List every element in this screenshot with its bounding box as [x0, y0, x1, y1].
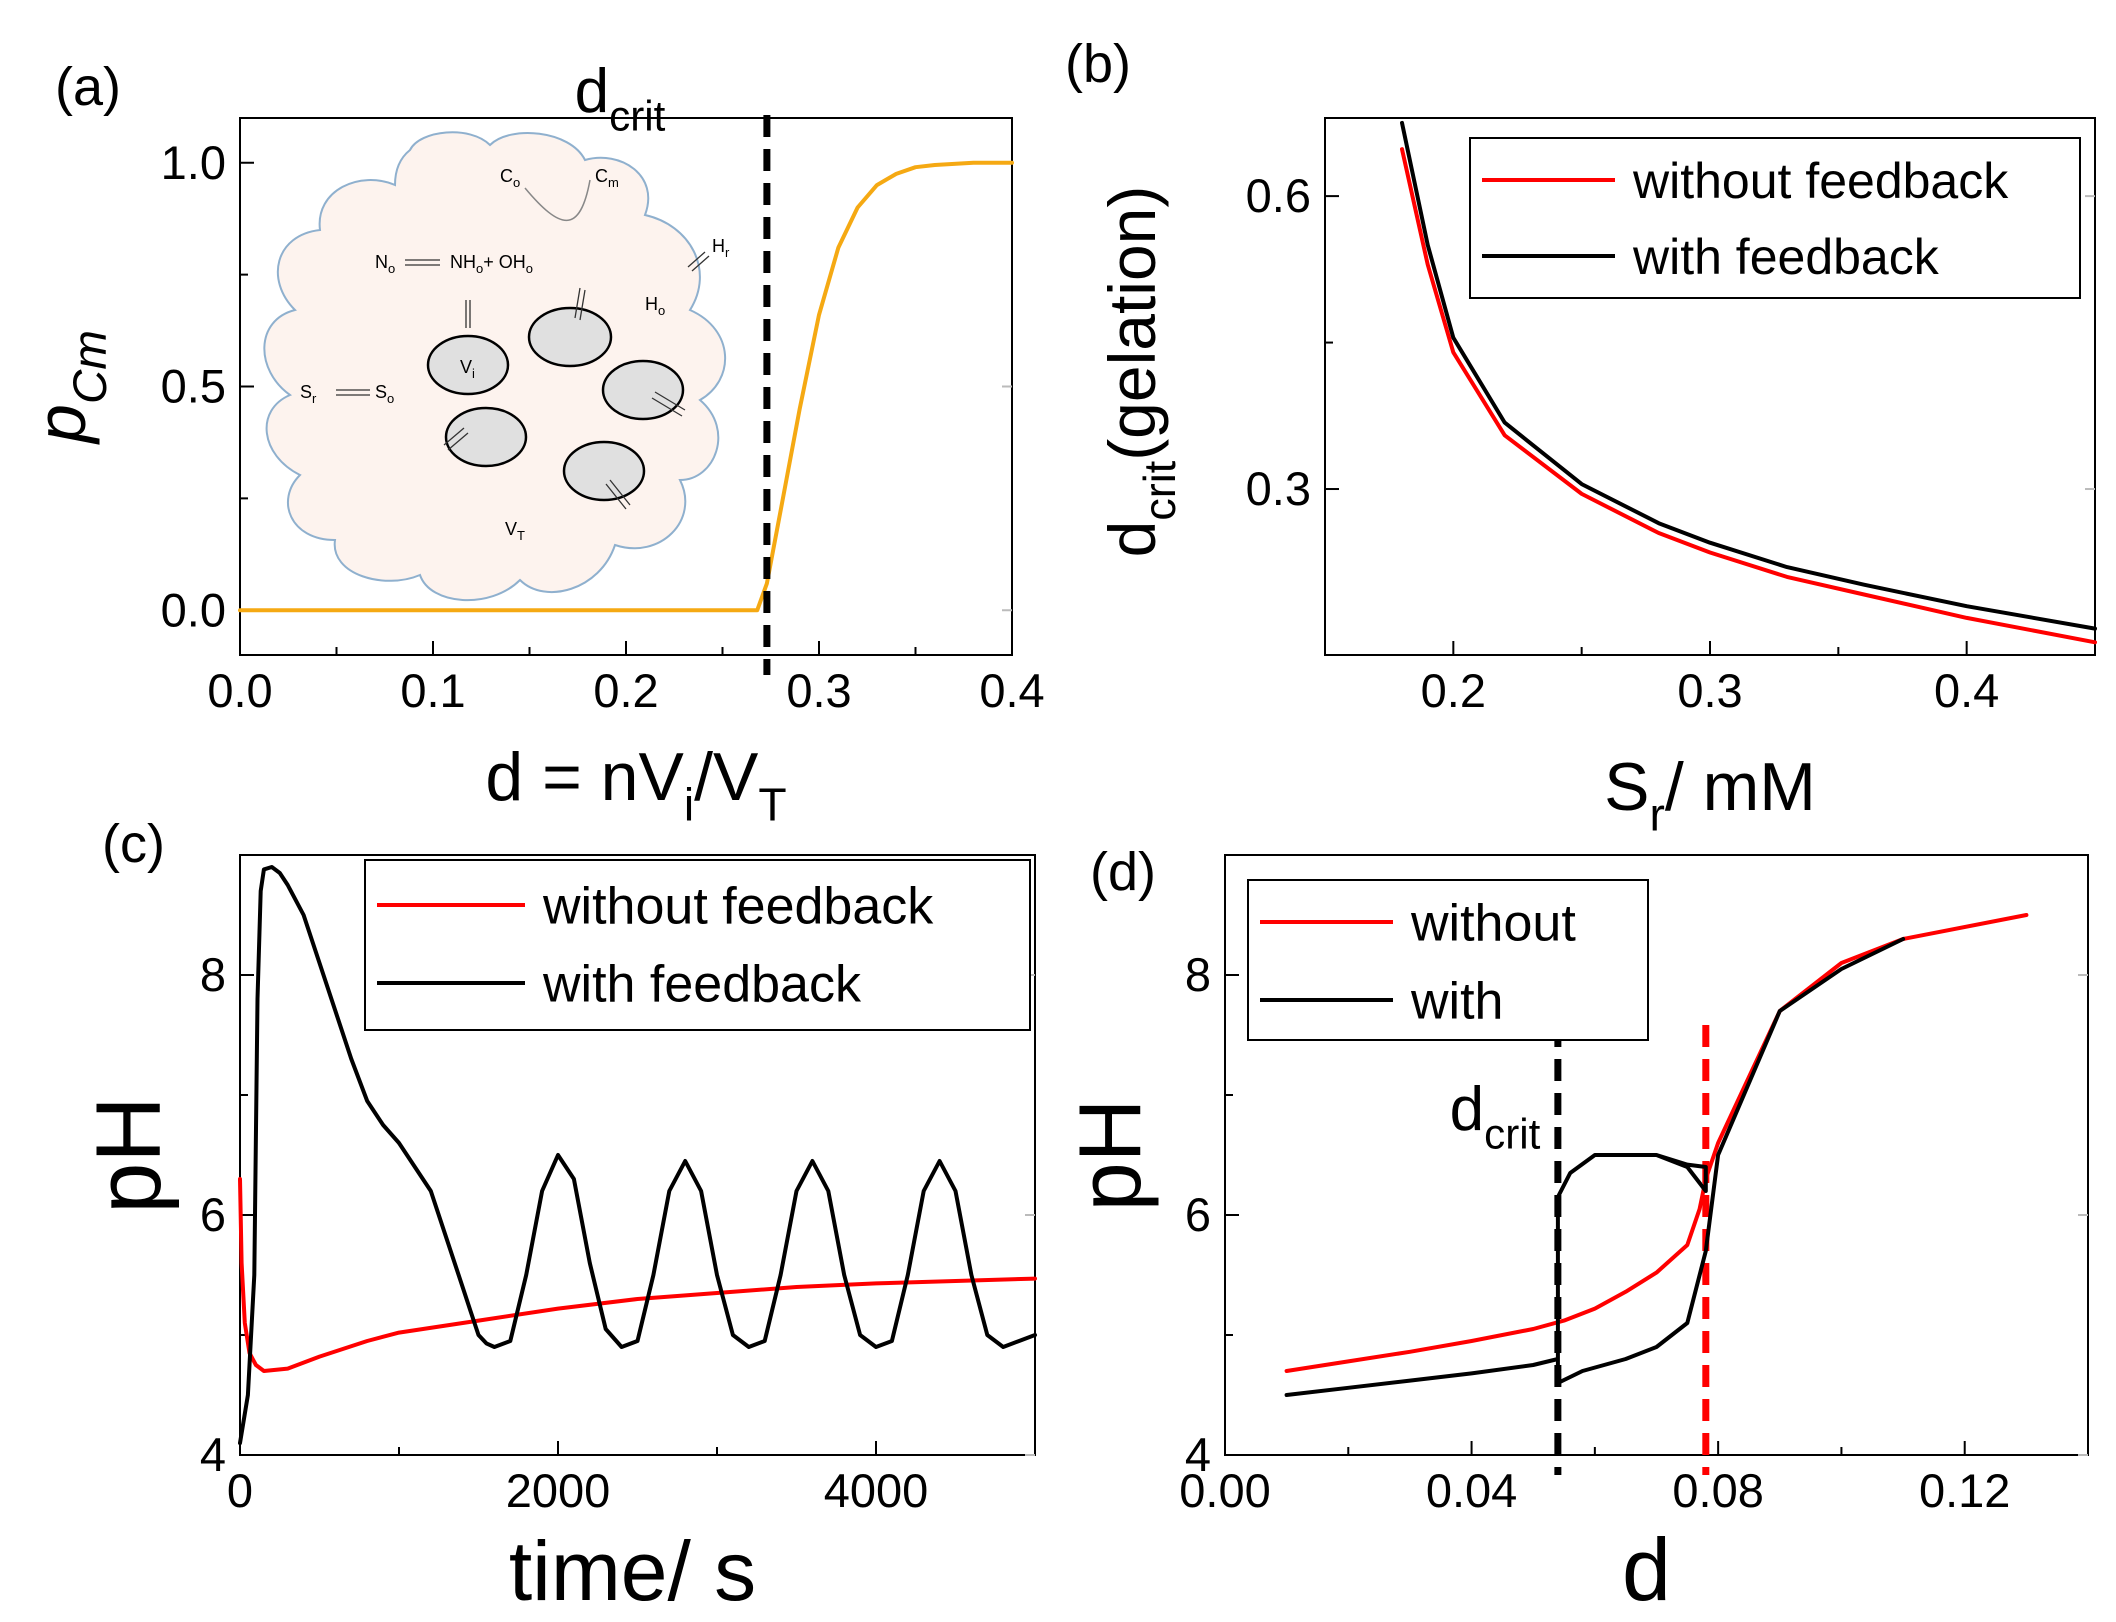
- dcrit-label-part: crit: [1484, 1111, 1540, 1158]
- label-vi: Vi: [460, 357, 475, 381]
- y-axis-label: pH: [78, 1096, 180, 1214]
- y-tick-label: 6: [1185, 1188, 1211, 1241]
- x-axis-label-part: r: [1649, 788, 1664, 840]
- legend-label: without: [1410, 895, 1576, 953]
- x-tick-label: 0.1: [400, 664, 465, 717]
- x-axis-label-part: /V: [694, 739, 759, 815]
- y-axis-label-part: d: [1095, 521, 1169, 558]
- legend-label: with feedback: [1632, 229, 1940, 285]
- x-tick-label: 4000: [824, 1464, 929, 1517]
- label-nho: NHo+ OHo: [450, 252, 533, 276]
- y-tick-label: 4: [1185, 1428, 1211, 1481]
- x-axis-label: Sr/ mM: [1604, 749, 1816, 840]
- schematic-labels: Co Cm No NHo+ OHo Hr Ho Vi Sr So VT: [300, 166, 730, 543]
- x-tick-label: 0: [227, 1464, 253, 1517]
- x-axis-label-part: d = nV: [485, 739, 684, 815]
- label-hr: Hr: [712, 236, 730, 260]
- y-axis-label-part: p: [22, 404, 100, 445]
- x-axis-label-part: / mM: [1665, 749, 1816, 825]
- series-line-with: [1284, 937, 1906, 1397]
- label-ho: Ho: [645, 294, 665, 318]
- series-line-p-cm: [238, 160, 1014, 613]
- x-tick-label: 0.08: [1672, 1464, 1763, 1517]
- x-axis-label: time/ s: [509, 1524, 756, 1618]
- panel-c: (c) 0 2000 4000 4 6 8 without feedback with fee…: [78, 814, 1037, 1618]
- x-tick-label: 0.2: [1421, 664, 1486, 717]
- y-tick-label: 6: [200, 1188, 226, 1241]
- vesicle: [527, 306, 613, 368]
- plot-frame: [239, 854, 1036, 1456]
- x-tick-label: 0.04: [1426, 1464, 1517, 1517]
- x-tick-label: 0.00: [1179, 1464, 1270, 1517]
- y-axis-label: pH: [1060, 1099, 1159, 1212]
- x-tick-label: 0.12: [1919, 1464, 2010, 1517]
- legend-box: [1247, 879, 1649, 1041]
- panel-a: (a) 0.0 0.1 0.2 0.3 0.4 0.0 0.5 1.0: [22, 57, 1045, 830]
- dcrit-label-part: d: [1450, 1075, 1484, 1144]
- panel-b: (b) 0.2 0.3 0.4 0.3 0.6 without feedback with …: [1065, 34, 2097, 840]
- panel-d-label: (d): [1090, 842, 1156, 902]
- panel-d: (d) 0.00 0.04 0.08 0.12468dcritwithoutwithp…: [1060, 842, 2089, 1619]
- legend-label: with: [1410, 973, 1503, 1031]
- dcrit-label: dcrit: [1450, 1075, 1541, 1158]
- y-axis-label-part: Cm: [64, 330, 117, 404]
- legend-label: with feedback: [542, 956, 862, 1014]
- label-co: Co: [500, 166, 520, 190]
- x-tick-label: 0.4: [979, 664, 1044, 717]
- x-tick-label: 2000: [506, 1464, 611, 1517]
- vesicle: [562, 440, 646, 502]
- series-line-with-feedback: [1400, 120, 2097, 631]
- x-axis-label: d = nVi/VT: [485, 739, 786, 830]
- y-axis-label-part: crit: [1134, 460, 1185, 520]
- legend-box: [364, 859, 1031, 1031]
- vesicle: [426, 334, 510, 396]
- axes-a: 0.0 0.1 0.2 0.3 0.4 0.0 0.5 1.0: [161, 117, 1045, 717]
- y-tick-label: 0.0: [161, 583, 226, 636]
- series-line-with-feedback: [238, 865, 1037, 1445]
- vesicle: [601, 359, 685, 421]
- legend-label: without feedback: [542, 878, 934, 936]
- dcrit-label-part: d: [575, 57, 609, 126]
- label-sr: Sr: [300, 382, 317, 406]
- co-cm-link: [524, 179, 591, 222]
- x-tick-label: 0.2: [593, 664, 658, 717]
- x-axis-label: d: [1622, 1520, 1671, 1619]
- legend-label: without feedback: [1632, 153, 2009, 209]
- dcrit-label-part: crit: [609, 93, 665, 140]
- x-tick-label: 0.3: [1677, 664, 1742, 717]
- equilibrium-arrows: [336, 251, 710, 510]
- x-tick-label: 0.4: [1934, 664, 1999, 717]
- y-tick-label: 0.3: [1246, 462, 1311, 515]
- y-tick-label: 1.0: [161, 136, 226, 189]
- y-axis-label-part: (gelation): [1095, 186, 1169, 461]
- plot-frame: [1224, 854, 2089, 1456]
- x-axis-label-part: S: [1604, 749, 1649, 825]
- label-vt: VT: [505, 519, 525, 543]
- y-tick-label: 8: [200, 948, 226, 1001]
- y-tick-label: 0.6: [1246, 169, 1311, 222]
- panel-c-label: (c): [102, 814, 165, 874]
- x-tick-label: 0.0: [207, 664, 272, 717]
- y-axis-label: pCm: [22, 330, 117, 445]
- y-tick-label: 4: [200, 1428, 226, 1481]
- panel-a-label: (a): [55, 57, 121, 117]
- x-tick-label: 0.3: [786, 664, 851, 717]
- legend-box: [1469, 137, 2081, 299]
- inset-schematic: Co Cm No NHo+ OHo Hr Ho Vi Sr So VT: [263, 131, 730, 601]
- label-so: So: [375, 382, 394, 406]
- y-tick-label: 8: [1185, 948, 1211, 1001]
- label-cm: Cm: [595, 166, 619, 190]
- vesicle: [444, 406, 528, 468]
- x-axis-label-part: T: [758, 778, 786, 830]
- x-axis-label-part: i: [684, 778, 694, 830]
- y-axis-label: dcrit(gelation): [1095, 186, 1185, 558]
- panel-b-label: (b): [1065, 34, 1131, 94]
- series-line-without-feedback: [1400, 147, 2097, 645]
- label-no: No: [375, 252, 395, 276]
- y-tick-label: 0.5: [161, 360, 226, 413]
- dcrit-label: dcrit: [575, 57, 666, 140]
